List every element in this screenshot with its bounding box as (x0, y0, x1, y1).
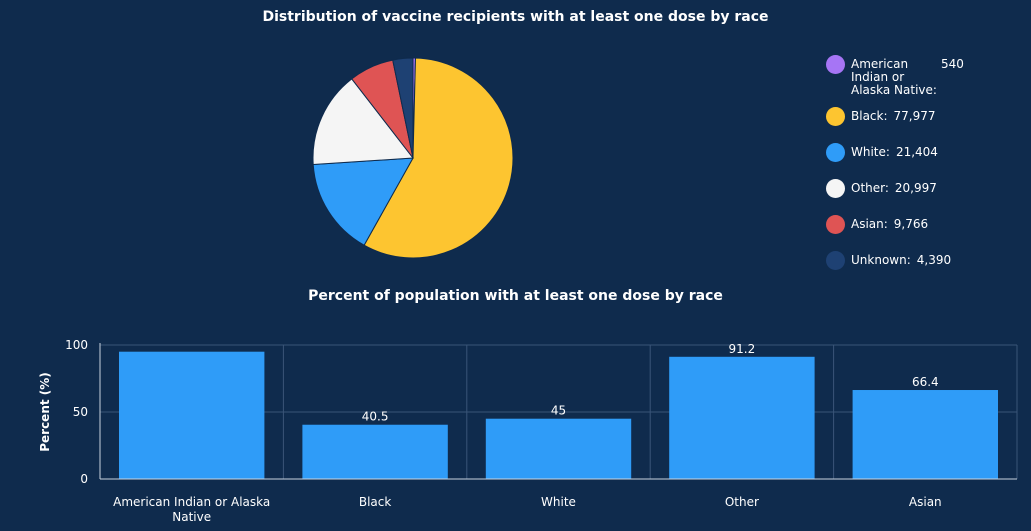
pie-slice-white[interactable] (312, 157, 414, 246)
legend-value: 77,977 (893, 109, 936, 123)
bar-other[interactable] (669, 356, 815, 479)
bar-value-label: 91.2 (729, 342, 756, 356)
legend-label: Black: (851, 109, 888, 123)
legend-swatch (826, 215, 845, 234)
legend-item-black[interactable]: Black: 77,977 (826, 107, 1026, 126)
legend-item-other[interactable]: Other: 20,997 (826, 179, 1026, 198)
legend-label: White: (851, 145, 890, 159)
y-tick-label: 0 (80, 472, 88, 486)
bar-chart: 40.5 45 91.2 66.4 0 50 100 Percent (%) American … (38, 338, 1018, 524)
y-tick-label: 100 (65, 338, 88, 352)
legend-label: Asian: (851, 217, 888, 231)
bar-value-label: 40.5 (362, 410, 389, 424)
legend-swatch (826, 179, 845, 198)
bar-value-label: 45 (551, 404, 566, 418)
bar-black[interactable] (302, 424, 448, 479)
legend-item-unknown[interactable]: Unknown: 4,390 (826, 251, 1026, 270)
pie-slice-black[interactable] (363, 57, 514, 259)
bar-white[interactable] (485, 418, 632, 479)
x-tick-label: White (541, 495, 576, 509)
x-tick-label: Asian (909, 495, 942, 509)
legend-label: American Indian or Alaska Native: (851, 57, 937, 97)
pie-chart (312, 57, 514, 259)
x-tick-label: Other (725, 495, 759, 509)
bar-american[interactable] (119, 351, 265, 479)
y-tick-label: 50 (73, 405, 88, 419)
legend-item-american-indian[interactable]: American Indian or Alaska Native: 540 (826, 55, 1026, 97)
legend-value: 9,766 (893, 217, 929, 231)
legend-item-white[interactable]: White: 21,404 (826, 143, 1026, 162)
legend-value: 21,404 (895, 145, 938, 159)
bar-asian[interactable] (852, 390, 998, 479)
pie-slice-other[interactable] (312, 78, 414, 165)
x-tick-label: American Indian or Alaska Native (113, 495, 270, 524)
legend-value: 4,390 (916, 253, 952, 267)
y-axis-label: Percent (%) (38, 372, 52, 452)
pie-slice-unknown[interactable] (392, 57, 414, 159)
legend-swatch (826, 143, 845, 162)
legend-item-asian[interactable]: Asian: 9,766 (826, 215, 1026, 234)
legend-label: Unknown: (851, 253, 911, 267)
legend-swatch (826, 107, 845, 126)
x-tick-label: Black (359, 495, 392, 509)
pie-chart-title: Distribution of vaccine recipients with … (262, 9, 769, 25)
legend-swatch (826, 251, 845, 270)
legend-value: 20,997 (894, 181, 937, 195)
legend-swatch (826, 55, 845, 74)
legend-value: 540 (941, 57, 964, 71)
bar-chart-title: Percent of population with at least one … (308, 288, 723, 304)
bar-value-label: 66.4 (912, 375, 939, 389)
legend-label: Other: (851, 181, 889, 195)
